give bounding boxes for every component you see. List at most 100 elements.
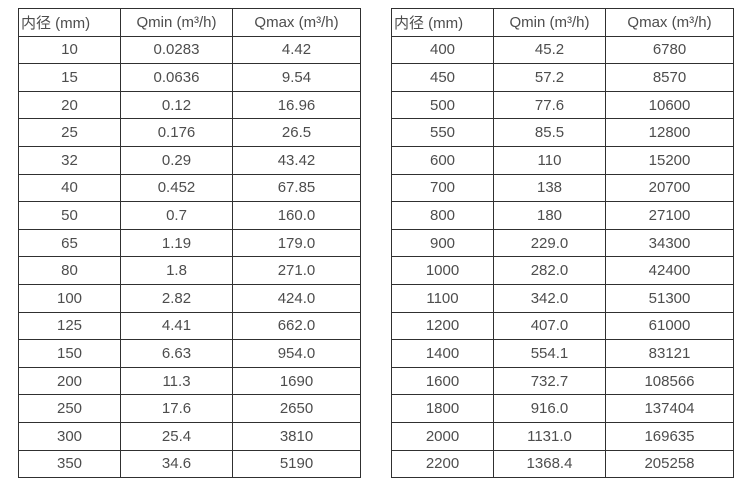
cell-qmax: 27100 (605, 201, 734, 230)
cell-qmin: 342.0 (493, 283, 606, 313)
cell-qmax: 34300 (605, 228, 734, 258)
cell-diameter: 1100 (391, 283, 494, 313)
cell-qmax: 9.54 (232, 63, 361, 92)
header-row: 内径 (mm) Qmin (m³/h) Qmax (m³/h) (18, 8, 361, 37)
cell-qmin: 180 (493, 201, 606, 230)
table-row: 300 25.4 3810 (18, 421, 361, 451)
cell-qmin: 282.0 (493, 256, 606, 285)
table-row: 20 0.12 16.96 (18, 90, 361, 120)
cell-qmax: 83121 (605, 339, 734, 368)
cell-qmax: 2650 (232, 394, 361, 423)
cell-diameter: 1000 (391, 256, 494, 285)
cell-qmin: 1368.4 (493, 449, 606, 479)
table-row: 250 17.6 2650 (18, 394, 361, 423)
cell-diameter: 1400 (391, 339, 494, 368)
cell-qmax: 43.42 (232, 145, 361, 175)
table-row: 1800 916.0 137404 (391, 394, 734, 423)
cell-diameter: 1200 (391, 311, 494, 341)
table-row: 1200 407.0 61000 (391, 311, 734, 341)
table-row: 200 11.3 1690 (18, 366, 361, 396)
table-row: 450 57.2 8570 (391, 63, 734, 92)
cell-qmin: 229.0 (493, 228, 606, 258)
cell-qmax: 954.0 (232, 339, 361, 368)
cell-diameter: 500 (391, 90, 494, 120)
cell-qmin: 0.7 (120, 201, 233, 230)
cell-qmin: 554.1 (493, 339, 606, 368)
cell-qmax: 16.96 (232, 90, 361, 120)
cell-qmax: 205258 (605, 449, 734, 479)
cell-diameter: 300 (18, 421, 121, 451)
cell-diameter: 600 (391, 145, 494, 175)
header-qmin: Qmin (m³/h) (120, 8, 233, 37)
header-qmin: Qmin (m³/h) (493, 8, 606, 37)
cell-diameter: 400 (391, 35, 494, 65)
cell-qmax: 4.42 (232, 35, 361, 65)
cell-qmax: 662.0 (232, 311, 361, 341)
table-row: 65 1.19 179.0 (18, 228, 361, 258)
cell-diameter: 100 (18, 283, 121, 313)
cell-diameter: 125 (18, 311, 121, 341)
cell-qmin: 34.6 (120, 449, 233, 479)
header-diameter: 内径 (mm) (391, 8, 494, 37)
table-row: 600 110 15200 (391, 145, 734, 175)
cell-qmax: 424.0 (232, 283, 361, 313)
cell-diameter: 800 (391, 201, 494, 230)
cell-diameter: 1600 (391, 366, 494, 396)
table-row: 15 0.0636 9.54 (18, 63, 361, 92)
flow-range-table-large-diameters: 内径 (mm) Qmin (m³/h) Qmax (m³/h) 400 45.2 678… (391, 8, 734, 479)
cell-diameter: 15 (18, 63, 121, 92)
table-row: 700 138 20700 (391, 173, 734, 203)
cell-qmin: 732.7 (493, 366, 606, 396)
cell-diameter: 450 (391, 63, 494, 92)
cell-diameter: 250 (18, 394, 121, 423)
cell-qmin: 1.19 (120, 228, 233, 258)
cell-diameter: 80 (18, 256, 121, 285)
cell-diameter: 200 (18, 366, 121, 396)
cell-diameter: 10 (18, 35, 121, 65)
table-row: 400 45.2 6780 (391, 35, 734, 65)
cell-qmin: 110 (493, 145, 606, 175)
cell-qmin: 0.176 (120, 118, 233, 147)
table-row: 2000 1131.0 169635 (391, 421, 734, 451)
cell-qmax: 67.85 (232, 173, 361, 203)
cell-qmin: 1131.0 (493, 421, 606, 451)
cell-qmax: 15200 (605, 145, 734, 175)
cell-qmin: 45.2 (493, 35, 606, 65)
cell-qmin: 25.4 (120, 421, 233, 451)
table-row: 50 0.7 160.0 (18, 201, 361, 230)
cell-qmax: 61000 (605, 311, 734, 341)
cell-qmin: 2.82 (120, 283, 233, 313)
header-row: 内径 (mm) Qmin (m³/h) Qmax (m³/h) (391, 8, 734, 37)
cell-qmin: 1.8 (120, 256, 233, 285)
cell-diameter: 32 (18, 145, 121, 175)
cell-qmin: 407.0 (493, 311, 606, 341)
table-row: 32 0.29 43.42 (18, 145, 361, 175)
cell-qmin: 4.41 (120, 311, 233, 341)
cell-qmax: 42400 (605, 256, 734, 285)
cell-qmin: 0.0283 (120, 35, 233, 65)
table-row: 80 1.8 271.0 (18, 256, 361, 285)
cell-qmin: 0.452 (120, 173, 233, 203)
cell-qmax: 51300 (605, 283, 734, 313)
cell-qmax: 12800 (605, 118, 734, 147)
cell-qmax: 6780 (605, 35, 734, 65)
cell-qmin: 0.29 (120, 145, 233, 175)
cell-qmin: 85.5 (493, 118, 606, 147)
table-row: 100 2.82 424.0 (18, 283, 361, 313)
table-row: 1000 282.0 42400 (391, 256, 734, 285)
cell-qmin: 138 (493, 173, 606, 203)
cell-qmax: 179.0 (232, 228, 361, 258)
cell-qmax: 108566 (605, 366, 734, 396)
cell-qmin: 6.63 (120, 339, 233, 368)
table-row: 2200 1368.4 205258 (391, 449, 734, 479)
cell-diameter: 150 (18, 339, 121, 368)
table-row: 1100 342.0 51300 (391, 283, 734, 313)
cell-diameter: 350 (18, 449, 121, 479)
table-row: 150 6.63 954.0 (18, 339, 361, 368)
cell-diameter: 2200 (391, 449, 494, 479)
cell-qmax: 26.5 (232, 118, 361, 147)
cell-qmax: 169635 (605, 421, 734, 451)
cell-qmin: 0.12 (120, 90, 233, 120)
cell-diameter: 25 (18, 118, 121, 147)
